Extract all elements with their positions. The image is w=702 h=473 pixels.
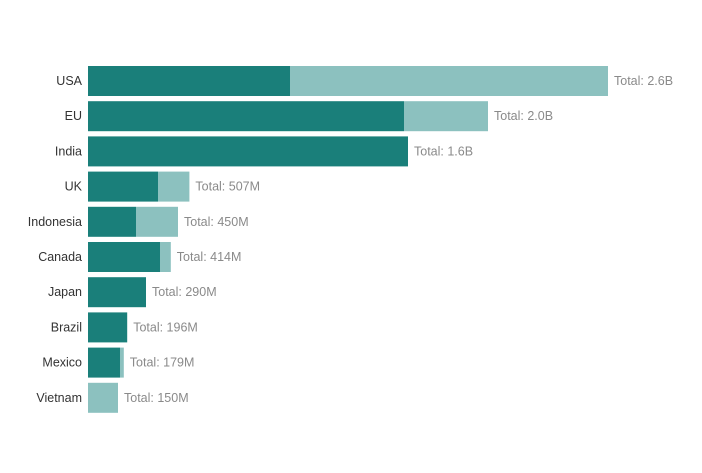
category-label-vietnam: Vietnam [36, 391, 82, 405]
bars-layer [88, 66, 608, 413]
category-label-indonesia: Indonesia [28, 215, 82, 229]
bar-mexico-series-1 [120, 347, 124, 378]
total-label-mexico: Total: 179M [130, 356, 195, 370]
total-label-brazil: Total: 196M [133, 320, 198, 334]
category-label-japan: Japan [48, 285, 82, 299]
bar-uk-series-0 [88, 171, 158, 202]
total-label-uk: Total: 507M [195, 180, 260, 194]
bar-uk-series-1 [158, 171, 190, 202]
bar-canada-series-1 [160, 242, 171, 272]
bar-indonesia-series-0 [88, 206, 136, 237]
category-label-canada: Canada [38, 250, 82, 264]
total-label-india: Total: 1.6B [414, 144, 473, 158]
bar-canada-series-0 [88, 242, 160, 272]
bar-eu-series-1 [404, 101, 488, 132]
category-label-uk: UK [65, 180, 83, 194]
category-label-eu: EU [65, 109, 82, 123]
bar-brazil-series-0 [88, 312, 128, 343]
bar-usa-series-1 [290, 66, 608, 96]
bar-indonesia-series-1 [136, 206, 178, 237]
bar-vietnam-series-1 [88, 382, 118, 413]
bar-mexico-series-0 [88, 347, 120, 378]
category-label-india: India [55, 144, 82, 158]
total-label-japan: Total: 290M [152, 285, 217, 299]
total-label-vietnam: Total: 150M [124, 391, 189, 405]
labels-layer: USA Total: 2.6B EU Total: 2.0B India Total: 1… [28, 74, 673, 405]
category-label-mexico: Mexico [42, 356, 82, 370]
bar-usa-series-0 [88, 66, 290, 96]
category-label-usa: USA [56, 74, 82, 88]
total-label-usa: Total: 2.6B [614, 74, 673, 88]
total-label-canada: Total: 414M [177, 250, 242, 264]
total-label-indonesia: Total: 450M [184, 215, 249, 229]
category-label-brazil: Brazil [51, 320, 82, 334]
bar-eu-series-0 [88, 101, 404, 132]
bar-japan-series-0 [88, 277, 146, 308]
bar-india-series-0 [88, 136, 408, 167]
total-label-eu: Total: 2.0B [494, 109, 553, 123]
